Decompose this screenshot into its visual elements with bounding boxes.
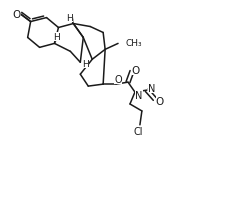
Text: N: N (148, 84, 155, 94)
Text: O: O (114, 75, 122, 85)
Text: Cl: Cl (133, 126, 142, 136)
Text: H: H (53, 33, 60, 42)
Text: O: O (155, 97, 163, 107)
Text: CH₃: CH₃ (124, 39, 141, 48)
Text: H: H (82, 60, 88, 68)
Text: H: H (66, 14, 72, 23)
Text: O: O (131, 66, 140, 76)
Text: N: N (135, 91, 142, 101)
Text: O: O (12, 9, 21, 20)
